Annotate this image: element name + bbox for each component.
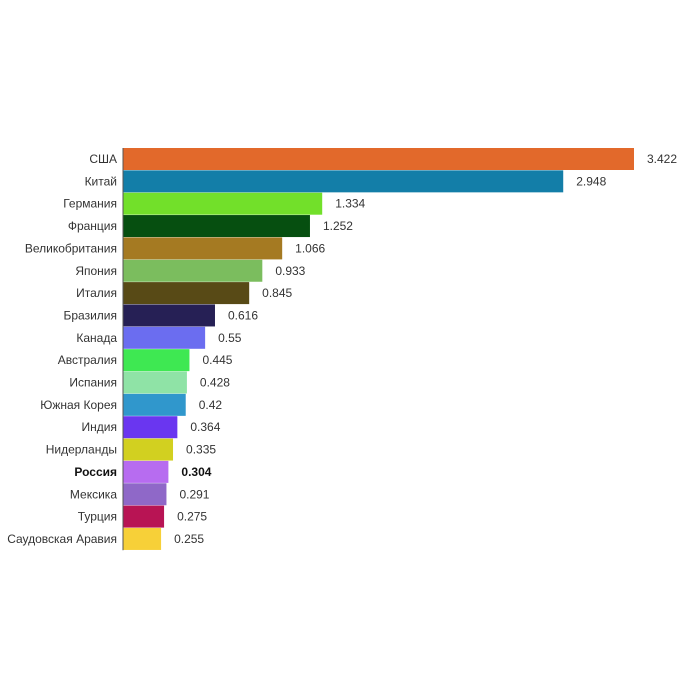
bar bbox=[123, 349, 190, 372]
category-label: Нидерланды bbox=[46, 443, 117, 457]
category-label: Италия bbox=[76, 286, 117, 300]
category-label: Россия bbox=[74, 465, 117, 479]
category-label: Франция bbox=[68, 219, 117, 233]
category-label: Южная Корея bbox=[40, 398, 117, 412]
value-label: 1.066 bbox=[295, 241, 325, 255]
bar bbox=[123, 438, 174, 461]
value-label: 0.275 bbox=[177, 510, 207, 524]
bar bbox=[123, 527, 162, 550]
value-label: 0.335 bbox=[186, 443, 216, 457]
value-label: 3.422 bbox=[647, 152, 677, 166]
category-label: Мексика bbox=[70, 487, 117, 501]
category-label: Германия bbox=[63, 197, 117, 211]
bar bbox=[123, 416, 178, 439]
value-label: 0.55 bbox=[218, 331, 242, 345]
category-label: США bbox=[89, 152, 117, 166]
category-label: Китай bbox=[85, 174, 117, 188]
value-label: 0.616 bbox=[228, 308, 258, 322]
bar bbox=[123, 371, 187, 394]
value-label: 0.445 bbox=[202, 353, 232, 367]
value-label: 0.933 bbox=[275, 264, 305, 278]
bar bbox=[123, 483, 167, 506]
bar bbox=[123, 237, 283, 260]
value-label: 0.428 bbox=[200, 376, 230, 390]
bar bbox=[123, 170, 564, 193]
category-label: Великобритания bbox=[25, 241, 117, 255]
category-label: Испания bbox=[69, 376, 117, 390]
value-label: 0.304 bbox=[181, 465, 211, 479]
value-label: 2.948 bbox=[576, 174, 606, 188]
category-label: Канада bbox=[76, 331, 117, 345]
bar bbox=[123, 259, 263, 282]
bar bbox=[123, 304, 215, 327]
category-label: Япония bbox=[75, 264, 117, 278]
bar bbox=[123, 326, 206, 349]
category-label: Австралия bbox=[58, 353, 117, 367]
value-label: 0.364 bbox=[190, 420, 220, 434]
bar bbox=[123, 192, 323, 215]
value-label: 0.291 bbox=[179, 487, 209, 501]
value-label: 1.334 bbox=[335, 197, 365, 211]
bar bbox=[123, 505, 165, 528]
bar bbox=[123, 460, 169, 483]
bar bbox=[123, 215, 310, 238]
value-label: 0.845 bbox=[262, 286, 292, 300]
category-label: Саудовская Аравия bbox=[7, 532, 117, 546]
value-label: 0.255 bbox=[174, 532, 204, 546]
bar bbox=[123, 148, 634, 170]
category-label: Турция bbox=[78, 510, 117, 524]
value-label: 1.252 bbox=[323, 219, 353, 233]
category-label: Индия bbox=[82, 420, 117, 434]
bar bbox=[123, 393, 186, 416]
bar bbox=[123, 282, 250, 305]
category-label: Бразилия bbox=[64, 308, 118, 322]
value-label: 0.42 bbox=[199, 398, 223, 412]
